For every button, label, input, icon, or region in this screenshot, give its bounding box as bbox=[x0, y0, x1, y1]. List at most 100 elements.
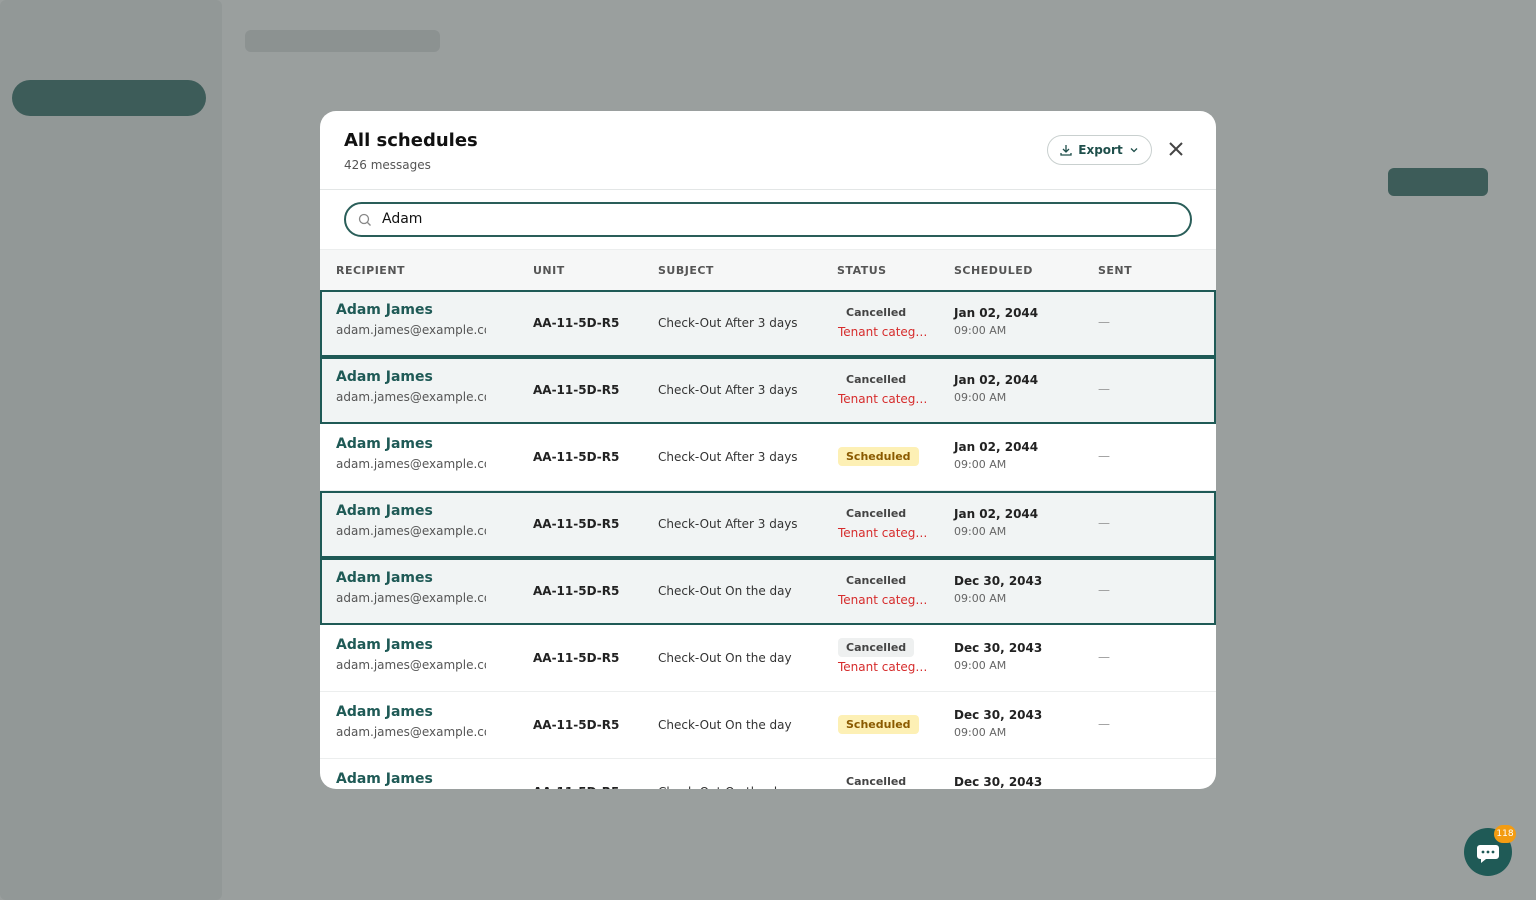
modal-subtitle: 426 messages bbox=[344, 158, 431, 172]
sent: — bbox=[1098, 583, 1110, 597]
divider bbox=[320, 189, 1216, 190]
recipient-name: Adam James bbox=[336, 436, 433, 452]
table-header: RECIPIENT UNIT SUBJECT STATUS SCHEDULED SENT bbox=[320, 249, 1216, 290]
status-reason: Tenant categ… bbox=[838, 593, 928, 607]
table-row[interactable]: Adam James adam.james@example.co… AA-11-5D… bbox=[320, 290, 1216, 357]
table-row[interactable]: Adam James adam.james@example.co… AA-11-5D… bbox=[320, 424, 1216, 491]
table-row[interactable]: Adam James adam.james@example.co… AA-11-5D… bbox=[320, 558, 1216, 625]
recipient-email: adam.james@example.co… bbox=[336, 390, 486, 404]
unit: AA-11-5D-R5 bbox=[533, 316, 620, 330]
status-badge: Cancelled bbox=[838, 638, 915, 657]
unit: AA-11-5D-R5 bbox=[533, 785, 619, 789]
search-icon bbox=[358, 213, 371, 226]
recipient-email: adam.james@example.co… bbox=[336, 323, 486, 337]
column-header: RECIPIENT bbox=[336, 264, 406, 277]
recipient-email: adam.james@example.co… bbox=[336, 725, 486, 739]
scheduled-date: Dec 30, 2043 bbox=[954, 708, 1043, 722]
scheduled-time: 09:00 AM bbox=[954, 391, 1007, 404]
scheduled-date: Jan 02, 2044 bbox=[954, 373, 1039, 387]
table-row[interactable]: Adam James adam.james@example.co… AA-11-5D… bbox=[320, 491, 1216, 558]
bg-title bbox=[245, 30, 440, 52]
status-reason: Tenant categ… bbox=[838, 526, 928, 540]
recipient-name: Adam James bbox=[336, 771, 433, 787]
subject: Check-Out After 3 days bbox=[658, 316, 798, 330]
unit: AA-11-5D-R5 bbox=[533, 517, 620, 531]
scheduled-date: Jan 02, 2044 bbox=[954, 306, 1039, 320]
close-button[interactable] bbox=[1166, 139, 1186, 159]
recipient-email: adam.james@example.co… bbox=[336, 658, 486, 672]
sidebar-button bbox=[12, 80, 206, 116]
subject: Check-Out After 3 days bbox=[658, 383, 798, 397]
subject: Check-Out After 3 days bbox=[658, 450, 798, 464]
table-row[interactable]: Adam James adam.james@example.co… AA-11-5D… bbox=[320, 625, 1216, 692]
status-badge: Cancelled bbox=[846, 373, 907, 386]
recipient-email: adam.james@example.co… bbox=[336, 524, 486, 538]
status-reason: Tenant categ… bbox=[838, 325, 928, 339]
sent: — bbox=[1098, 449, 1110, 463]
status-badge: Scheduled bbox=[838, 715, 919, 734]
sent: — bbox=[1098, 650, 1110, 664]
unit: AA-11-5D-R5 bbox=[533, 718, 620, 732]
table-row[interactable]: Adam Jamesadam.james@example.co…AA-11-5D… bbox=[320, 759, 1216, 789]
unit: AA-11-5D-R5 bbox=[533, 383, 620, 397]
status-badge: Cancelled bbox=[846, 507, 907, 520]
chevron bbox=[1130, 148, 1138, 153]
recipient-name: Adam James bbox=[336, 704, 433, 720]
sent: — bbox=[1098, 382, 1110, 396]
unit: AA-11-5D-R5 bbox=[533, 584, 620, 598]
scheduled-time: 09:00 AM bbox=[954, 726, 1007, 739]
scheduled-date: Dec 30, 2043 bbox=[954, 641, 1043, 655]
subject: Check-Out On the day bbox=[658, 584, 792, 598]
sent: — bbox=[1098, 516, 1110, 530]
column-header: SCHEDULED bbox=[954, 264, 1033, 277]
column-header: SUBJECT bbox=[658, 264, 714, 277]
sidebar bbox=[0, 0, 222, 900]
column-header: UNIT bbox=[533, 264, 565, 277]
status-badge: Scheduled bbox=[838, 447, 919, 466]
scheduled-time: 09:00 AM bbox=[954, 659, 1007, 672]
scheduled-time: 09:00 AM bbox=[954, 458, 1007, 471]
download-icon bbox=[1060, 145, 1072, 156]
recipient-email: adam.james@example.co… bbox=[336, 591, 486, 605]
column-header: STATUS bbox=[837, 264, 887, 277]
recipient-name: Adam James bbox=[336, 503, 433, 519]
recipient-name: Adam James bbox=[336, 302, 433, 318]
status-badge: Cancelled bbox=[846, 775, 907, 788]
subject: Check-Out On the day bbox=[658, 718, 792, 732]
scheduled-date: Dec 30, 2043 bbox=[954, 775, 1043, 789]
search-input[interactable]: Adam bbox=[344, 202, 1192, 237]
status-badge: Cancelled bbox=[846, 306, 907, 319]
schedules-modal: All schedules 426 messages Export Adam R… bbox=[320, 111, 1216, 789]
recipient-name: Adam James bbox=[336, 570, 433, 586]
sent: — bbox=[1098, 784, 1110, 789]
unit: AA-11-5D-R5 bbox=[533, 450, 620, 464]
modal-title: All schedules bbox=[344, 130, 478, 151]
unit: AA-11-5D-R5 bbox=[533, 651, 620, 665]
chat-badge: 118 bbox=[1494, 825, 1516, 843]
scheduled-date: Jan 02, 2044 bbox=[954, 507, 1039, 521]
subject: Check-Out On the day bbox=[658, 785, 792, 789]
search-value: Adam bbox=[382, 211, 423, 227]
status-badge: Cancelled bbox=[846, 574, 907, 587]
export-button[interactable]: Export bbox=[1047, 135, 1152, 165]
recipient-name: Adam James bbox=[336, 369, 433, 385]
column-header: SENT bbox=[1098, 264, 1133, 277]
scheduled-date: Dec 30, 2043 bbox=[954, 574, 1043, 588]
chat-icon bbox=[1477, 845, 1499, 863]
sent: — bbox=[1098, 717, 1110, 731]
subject: Check-Out After 3 days bbox=[658, 517, 798, 531]
status-reason: Tenant categ… bbox=[838, 392, 928, 406]
export-label: Export bbox=[1078, 143, 1123, 157]
recipient-name: Adam James bbox=[336, 637, 433, 653]
bg-button bbox=[1388, 168, 1488, 196]
scheduled-time: 09:00 AM bbox=[954, 525, 1007, 538]
sent: — bbox=[1098, 315, 1110, 329]
subject: Check-Out On the day bbox=[658, 651, 792, 665]
scheduled-date: Jan 02, 2044 bbox=[954, 440, 1039, 454]
status-reason: Tenant categ… bbox=[838, 660, 928, 674]
table-row[interactable]: Adam James adam.james@example.co… AA-11-5D… bbox=[320, 692, 1216, 759]
scheduled-time: 09:00 AM bbox=[954, 324, 1007, 337]
table-row[interactable]: Adam James adam.james@example.co… AA-11-5D… bbox=[320, 357, 1216, 424]
recipient-email: adam.james@example.co… bbox=[336, 457, 486, 471]
